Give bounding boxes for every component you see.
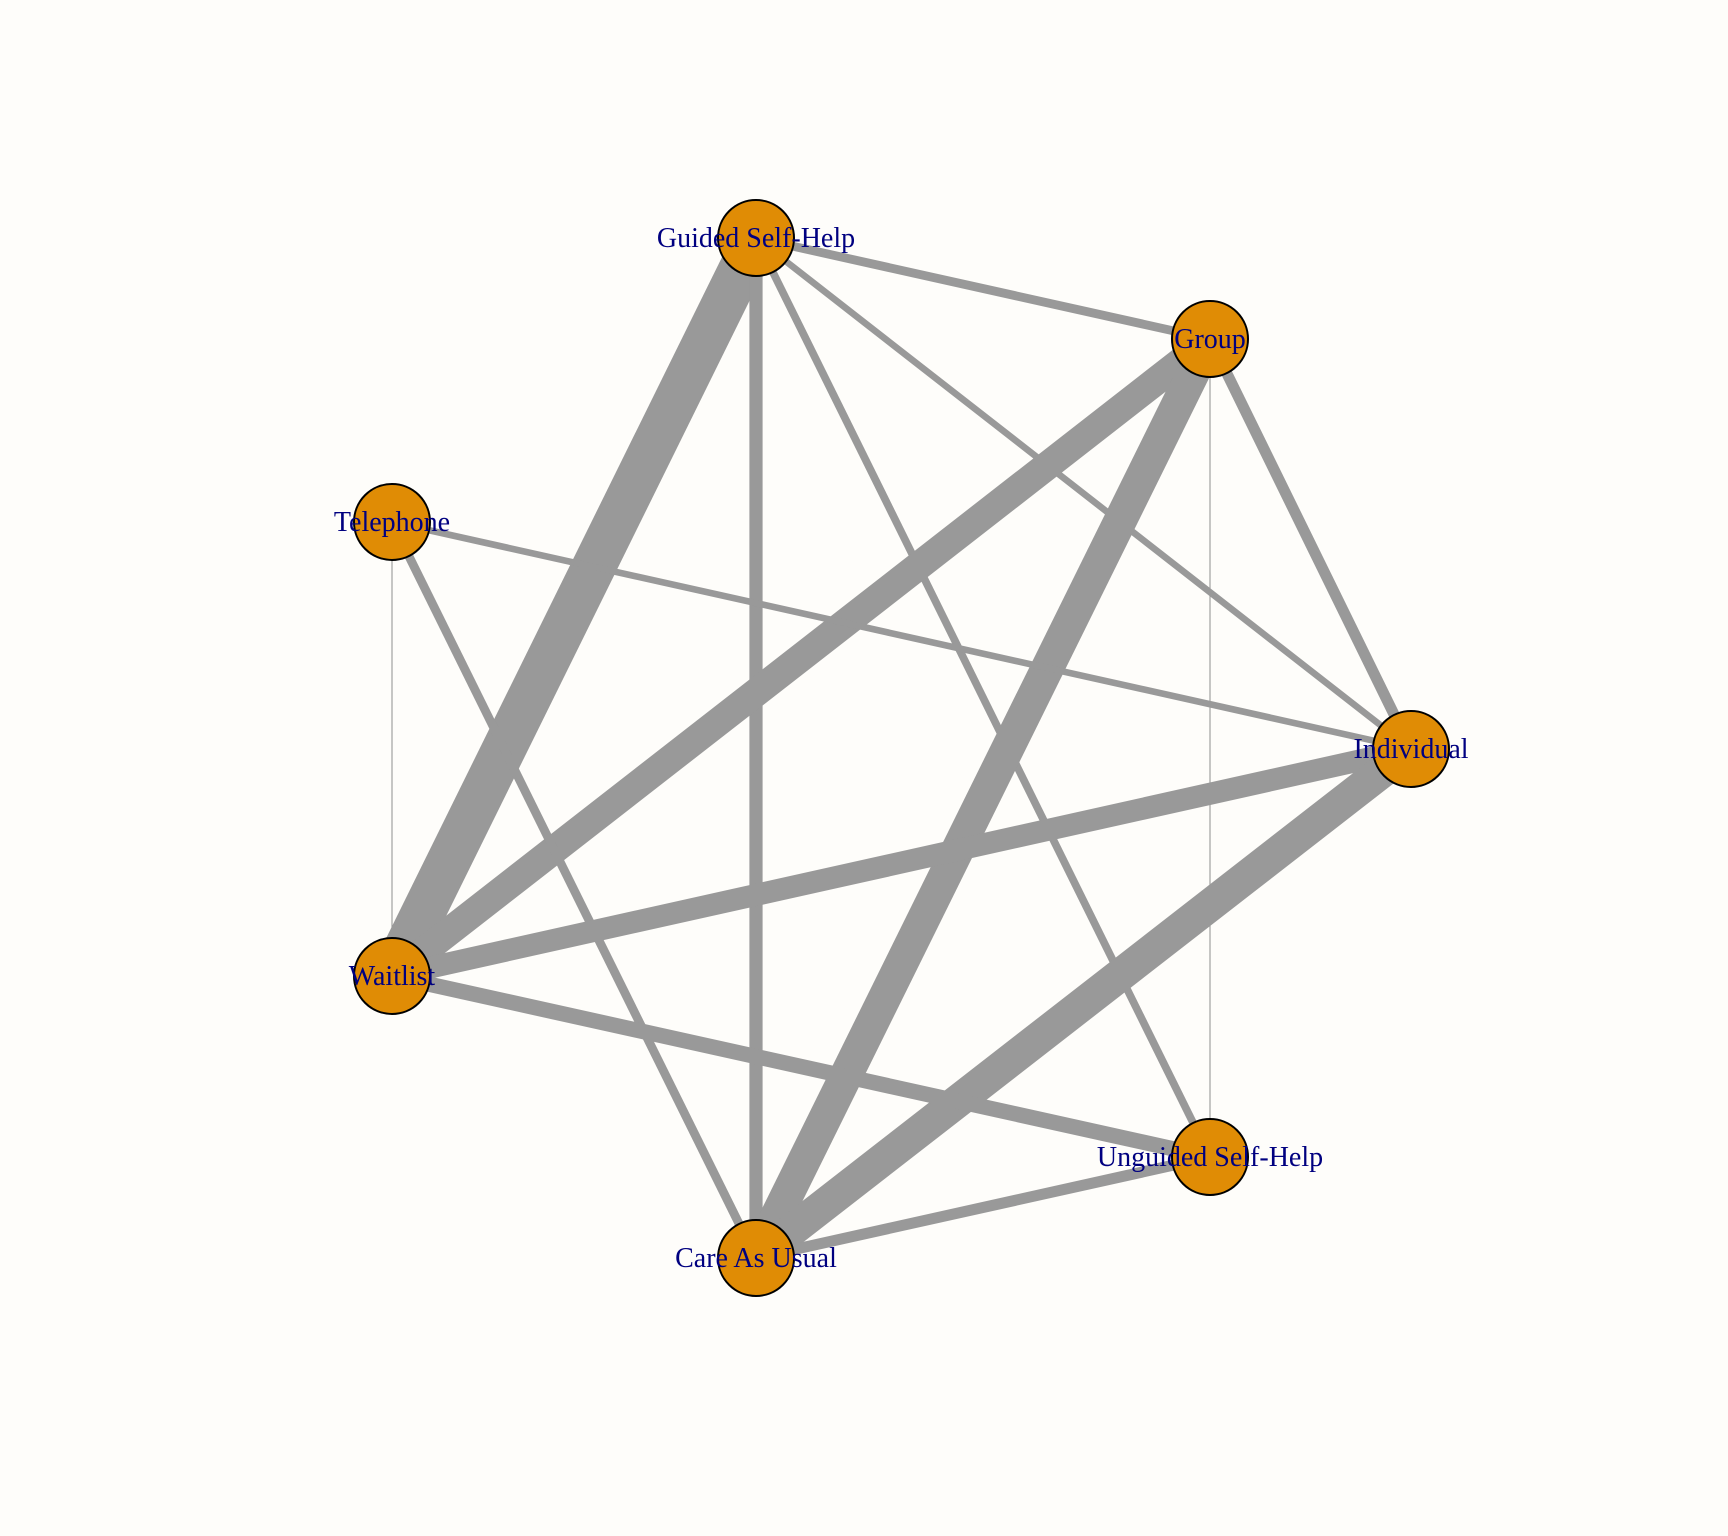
- edge-gsh-ind: [753, 235, 1414, 752]
- node-ind: [1372, 710, 1450, 788]
- node-gsh: [717, 199, 795, 277]
- node-cau: [717, 1219, 795, 1297]
- node-label-ush: Unguided Self-Help: [1097, 1142, 1323, 1173]
- edge-cau-ush: [754, 1151, 1212, 1264]
- node-tel: [353, 483, 431, 561]
- node-wl: [353, 937, 431, 1015]
- edge-tel-ind: [391, 518, 1412, 753]
- node-label-group: Group: [1174, 324, 1246, 355]
- node-group: [1171, 300, 1249, 378]
- node-ush: [1171, 1118, 1249, 1196]
- edge-group-wl: [383, 327, 1219, 988]
- edge-gsh-group: [755, 233, 1211, 344]
- edge-group-cau: [741, 331, 1225, 1266]
- edge-gsh-wl: [372, 228, 776, 986]
- node-label-tel: Telephone: [334, 507, 450, 538]
- node-label-ind: Individual: [1353, 734, 1468, 765]
- edge-gsh-ush: [752, 236, 1214, 1159]
- node-label-gsh: Guided Self-Help: [657, 223, 855, 254]
- edge-ind-wl: [389, 738, 1414, 987]
- edge-wl-ush: [390, 968, 1212, 1165]
- edge-tel-cau: [388, 520, 760, 1260]
- edge-group-ind: [1205, 336, 1416, 752]
- edge-ind-cau: [745, 735, 1422, 1272]
- node-label-cau: Care As Usual: [675, 1243, 837, 1274]
- node-label-wl: Waitlist: [349, 961, 436, 992]
